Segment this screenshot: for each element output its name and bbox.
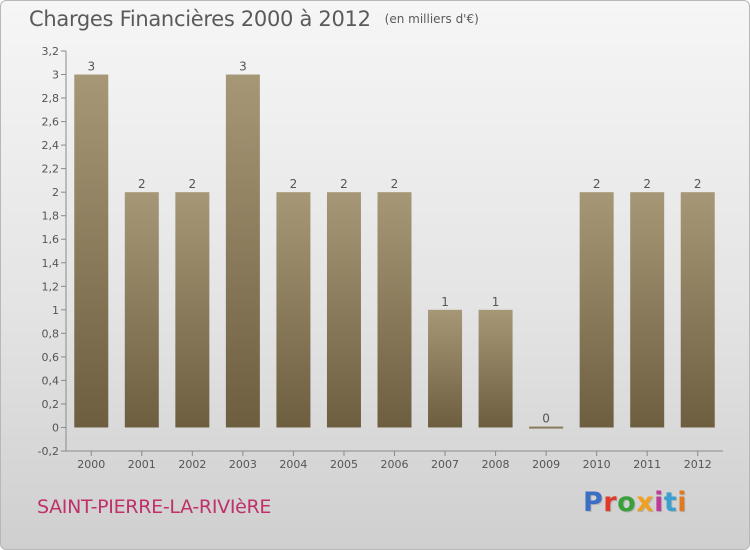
x-tick-label: 2000 <box>77 458 105 471</box>
y-tick-label: 1,2 <box>42 280 60 293</box>
commune-name: SAINT-PIERRE-LA-RIVIèRE <box>37 496 272 518</box>
data-label: 2 <box>290 177 298 191</box>
bar <box>529 426 564 429</box>
y-tick-label: 0,2 <box>42 398 60 411</box>
y-tick-label: 2,2 <box>42 163 60 176</box>
y-tick-label: 0,6 <box>42 351 60 364</box>
x-tick-label: 2007 <box>431 458 459 471</box>
bar <box>428 309 463 428</box>
logo-letter: t <box>663 487 678 518</box>
x-tick-label: 2003 <box>229 458 257 471</box>
y-tick-label: 1,8 <box>42 210 60 223</box>
data-label: 2 <box>694 177 702 191</box>
x-tick-label: 2006 <box>381 458 409 471</box>
bar <box>326 192 361 428</box>
bar <box>377 192 412 428</box>
y-tick-label: 1 <box>52 304 59 317</box>
x-tick-label: 2011 <box>633 458 661 471</box>
data-label: 2 <box>340 177 348 191</box>
data-label: 1 <box>441 295 449 309</box>
data-label: 2 <box>391 177 399 191</box>
x-tick-label: 2001 <box>128 458 156 471</box>
y-tick-label: 0,4 <box>42 374 60 387</box>
logo-letter: x <box>636 487 655 518</box>
y-tick-label: 3 <box>52 69 59 82</box>
proxiti-logo: Proxiti <box>583 487 687 518</box>
x-tick-label: 2009 <box>532 458 560 471</box>
bar <box>630 192 665 428</box>
y-tick-label: -0,2 <box>38 445 59 458</box>
chart-unit: (en milliers d'€) <box>384 12 479 26</box>
x-tick-label: 2012 <box>684 458 712 471</box>
x-tick-label: 2008 <box>482 458 510 471</box>
bar <box>680 192 715 428</box>
bar <box>124 192 159 428</box>
y-tick-label: 1,6 <box>42 233 60 246</box>
bar <box>175 192 210 428</box>
chart-title-block: Charges Financières 2000 à 2012 (en milli… <box>29 7 479 31</box>
x-tick-label: 2002 <box>178 458 206 471</box>
x-tick-label: 2010 <box>583 458 611 471</box>
data-label: 2 <box>593 177 601 191</box>
bar <box>74 74 109 428</box>
y-tick-label: 0,8 <box>42 327 60 340</box>
logo-letter: i <box>677 487 688 518</box>
bar <box>225 74 260 428</box>
bar <box>478 309 513 428</box>
data-label: 2 <box>643 177 651 191</box>
y-tick-label: 2,6 <box>42 116 60 129</box>
data-label: 2 <box>138 177 146 191</box>
bar <box>276 192 311 428</box>
data-label: 3 <box>87 60 95 74</box>
y-tick-label: 1,4 <box>42 257 60 270</box>
y-tick-label: 3,2 <box>42 45 60 58</box>
y-tick-label: 0 <box>52 421 59 434</box>
chart-title: Charges Financières 2000 à 2012 <box>29 7 371 31</box>
logo-letter: P <box>583 487 604 518</box>
data-label: 1 <box>492 295 500 309</box>
x-tick-label: 2004 <box>279 458 307 471</box>
y-tick-label: 2,4 <box>42 139 60 152</box>
logo-letter: r <box>603 487 618 518</box>
y-tick-label: 2 <box>52 186 59 199</box>
y-tick-label: 2,8 <box>42 92 60 105</box>
data-label: 3 <box>239 60 247 74</box>
logo-letter: o <box>617 487 637 518</box>
bar <box>579 192 614 428</box>
logo-letter: i <box>654 487 664 518</box>
x-tick-label: 2005 <box>330 458 358 471</box>
data-label: 2 <box>189 177 197 191</box>
data-label: 0 <box>542 411 550 425</box>
